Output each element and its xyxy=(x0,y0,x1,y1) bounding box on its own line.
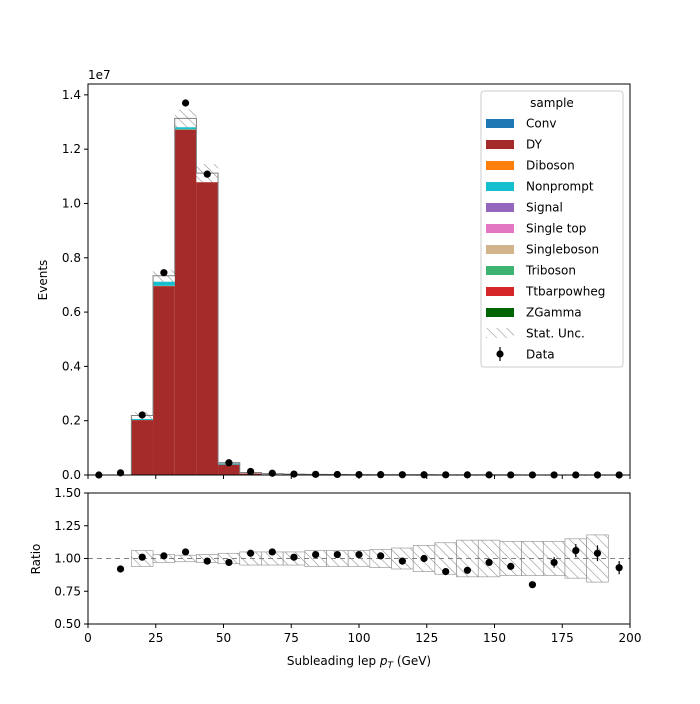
data-point xyxy=(269,470,276,477)
legend-swatch xyxy=(486,287,514,296)
legend-swatch xyxy=(486,308,514,317)
legend-title: sample xyxy=(530,96,574,110)
bar-dy xyxy=(131,420,153,475)
x-tick-label: 50 xyxy=(216,631,231,645)
x-tick-label: 25 xyxy=(148,631,163,645)
main-panel: 0.0 0.2 0.4 0.6 0.8 1.0 1.2 1.4 1e7 Events samp… xyxy=(36,68,630,482)
ratio-panel: 0.50 0.75 1.00 1.25 1.50 0 25 50 75 100 125 150 175… xyxy=(29,486,641,671)
ratio-y-tick-label: 1.00 xyxy=(54,552,81,566)
bar-dy xyxy=(196,182,218,475)
legend-label: Single top xyxy=(526,222,586,236)
ratio-point xyxy=(355,551,362,558)
x-tick-label: 125 xyxy=(415,631,438,645)
legend-label: Nonprompt xyxy=(526,180,594,194)
legend-label: Ttbarpowheg xyxy=(525,285,605,299)
ratio-point xyxy=(485,559,492,566)
ratio-point xyxy=(247,550,254,557)
x-tick-label: 175 xyxy=(551,631,574,645)
ratio-point xyxy=(139,554,146,561)
ratio-y-tick-label: 1.25 xyxy=(54,519,81,533)
legend-swatch-stat-unc xyxy=(486,328,514,338)
legend-swatch xyxy=(486,182,514,191)
ratio-point xyxy=(117,565,124,572)
ratio-point xyxy=(464,567,471,574)
legend-label: Data xyxy=(526,348,555,362)
x-tick-label: 100 xyxy=(348,631,371,645)
legend-label: Diboson xyxy=(526,159,575,173)
data-point xyxy=(312,471,319,478)
bar-dy xyxy=(175,130,197,475)
data-point xyxy=(182,99,189,106)
ratio-point xyxy=(182,548,189,555)
legend-label: DY xyxy=(526,138,543,152)
ratio-point xyxy=(160,552,167,559)
y-tick-label: 0.2 xyxy=(62,414,81,428)
legend-label: Stat. Unc. xyxy=(526,327,585,341)
x-axis-label: Subleading lep pT (GeV) xyxy=(287,654,431,671)
y-tick-label: 1.0 xyxy=(62,196,81,210)
y-tick-label: 0.0 xyxy=(62,468,81,482)
ratio-point xyxy=(334,551,341,558)
data-point xyxy=(225,459,232,466)
legend: sample Conv DY Diboson Nonprompt Signal Single… xyxy=(481,91,623,367)
ratio-point xyxy=(290,554,297,561)
ratio-y-tick-label: 0.75 xyxy=(54,584,81,598)
ratio-point xyxy=(616,564,623,571)
y-multiplier-label: 1e7 xyxy=(88,68,111,82)
legend-label: Singleboson xyxy=(526,243,599,257)
legend-swatch xyxy=(486,203,514,212)
x-tick-label: 200 xyxy=(619,631,642,645)
ratio-y-tick-label: 1.50 xyxy=(54,486,81,500)
x-tick-label: 0 xyxy=(84,631,92,645)
legend-label: Triboson xyxy=(525,264,576,278)
x-tick-label: 75 xyxy=(284,631,299,645)
ratio-point xyxy=(594,550,601,557)
ratio-point xyxy=(507,563,514,570)
y-tick-label: 0.4 xyxy=(62,359,81,373)
y-tick-label: 0.6 xyxy=(62,305,81,319)
ratio-point xyxy=(312,551,319,558)
legend-label: ZGamma xyxy=(526,306,582,320)
data-point xyxy=(247,468,254,475)
legend-swatch xyxy=(486,161,514,170)
y-tick-label: 0.8 xyxy=(62,251,81,265)
ratio-point xyxy=(399,558,406,565)
ratio-point xyxy=(225,559,232,566)
ratio-point xyxy=(572,547,579,554)
x-tick-label: 150 xyxy=(483,631,506,645)
y-tick-label: 1.2 xyxy=(62,142,81,156)
legend-swatch xyxy=(486,266,514,275)
legend-label: Signal xyxy=(526,201,563,215)
legend-swatch xyxy=(486,224,514,233)
legend-label: Conv xyxy=(526,117,556,131)
ratio-point xyxy=(420,555,427,562)
data-point xyxy=(160,269,167,276)
ratio-y-ticks: 0.50 0.75 1.00 1.25 1.50 xyxy=(54,486,88,631)
data-point xyxy=(204,171,211,178)
legend-data-marker xyxy=(496,350,503,357)
main-y-axis-label: Events xyxy=(36,260,50,301)
ratio-point xyxy=(377,552,384,559)
main-y-ticks: 0.0 0.2 0.4 0.6 0.8 1.0 1.2 1.4 xyxy=(62,88,88,482)
ratio-point xyxy=(529,581,536,588)
ratio-point xyxy=(551,559,558,566)
ratio-point xyxy=(442,568,449,575)
ratio-point xyxy=(269,548,276,555)
data-point xyxy=(139,411,146,418)
ratio-point xyxy=(204,558,211,565)
y-tick-label: 1.4 xyxy=(62,88,81,102)
ratio-y-axis-label: Ratio xyxy=(29,544,43,575)
data-point xyxy=(334,471,341,478)
legend-swatch xyxy=(486,140,514,149)
legend-swatch xyxy=(486,119,514,128)
ratio-x-ticks: 0 25 50 75 100 125 150 175 200 xyxy=(84,624,641,645)
legend-swatch xyxy=(486,245,514,254)
ratio-unc-bin xyxy=(175,555,197,562)
ratio-y-tick-label: 0.50 xyxy=(54,617,81,631)
bar-dy xyxy=(153,286,175,475)
